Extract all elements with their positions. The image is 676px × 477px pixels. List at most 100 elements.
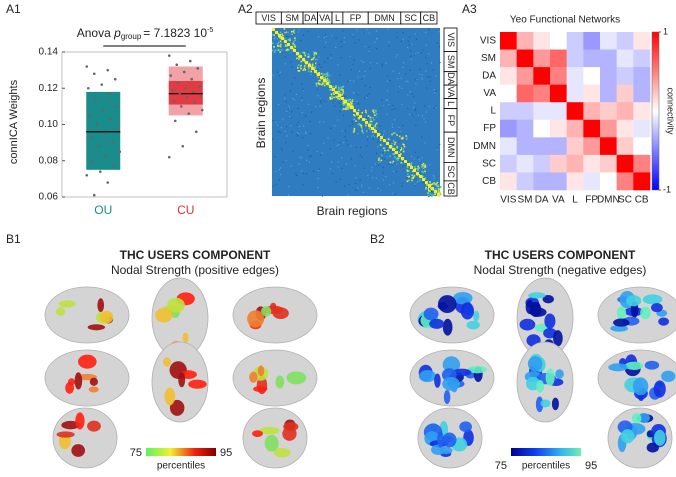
matrix-diagonal bbox=[407, 163, 410, 166]
matrix-speck bbox=[286, 35, 288, 37]
matrix-speck bbox=[307, 145, 309, 147]
heatmap-cell bbox=[616, 172, 634, 191]
matrix-diagonal bbox=[413, 169, 416, 172]
activation-blob bbox=[553, 330, 563, 347]
matrix-speck bbox=[279, 37, 282, 39]
matrix-speck bbox=[387, 28, 389, 30]
network-label: FP bbox=[446, 115, 456, 127]
matrix-diagonal bbox=[293, 49, 296, 52]
matrix-speck bbox=[369, 122, 371, 125]
matrix-speck bbox=[435, 185, 438, 187]
matrix-speck bbox=[429, 182, 431, 184]
heatmap-cell bbox=[550, 49, 567, 68]
matrix-speck bbox=[336, 98, 339, 100]
matrix-speck bbox=[423, 118, 425, 120]
matrix-speck bbox=[312, 58, 314, 60]
matrix-speck bbox=[315, 82, 318, 85]
matrix-speck bbox=[422, 182, 424, 184]
matrix-speck bbox=[310, 73, 312, 76]
matrix-speck bbox=[383, 158, 385, 160]
matrix-speck bbox=[312, 51, 314, 53]
matrix-speck bbox=[302, 69, 305, 71]
matrix-speck bbox=[306, 159, 308, 161]
y-axis-label: Brain regions bbox=[254, 78, 268, 149]
matrix-speck bbox=[401, 137, 404, 140]
matrix-speck bbox=[436, 147, 438, 149]
matrix-speck bbox=[390, 141, 392, 144]
matrix-speck bbox=[419, 179, 421, 182]
matrix-speck bbox=[342, 91, 344, 93]
matrix-speck bbox=[352, 131, 355, 133]
colorbar-tick-label: -1 bbox=[663, 184, 671, 194]
heatmap-cell bbox=[600, 137, 617, 156]
matrix-speck bbox=[433, 183, 436, 186]
activation-blob bbox=[97, 298, 105, 313]
matrix-speck bbox=[349, 55, 351, 57]
data-point bbox=[109, 117, 113, 121]
matrix-diagonal bbox=[365, 121, 368, 124]
matrix-speck bbox=[296, 124, 298, 126]
matrix-speck bbox=[432, 174, 435, 177]
matrix-speck bbox=[401, 182, 403, 184]
matrix-speck bbox=[414, 178, 416, 180]
activation-blob bbox=[257, 365, 265, 377]
matrix-speck bbox=[308, 67, 310, 70]
matrix-speck bbox=[294, 39, 296, 41]
matrix-speck bbox=[391, 133, 393, 136]
matrix-speck bbox=[367, 174, 369, 177]
panel-subtitle: Nodal Strength (negative edges) bbox=[474, 263, 647, 277]
matrix-speck bbox=[337, 64, 339, 66]
matrix-speck bbox=[421, 74, 423, 76]
data-point bbox=[94, 99, 98, 103]
matrix-speck bbox=[364, 70, 366, 73]
matrix-speck bbox=[385, 99, 388, 102]
matrix-speck bbox=[407, 179, 409, 181]
matrix-speck bbox=[424, 164, 427, 167]
matrix-speck bbox=[402, 136, 404, 139]
matrix-speck bbox=[315, 53, 318, 55]
matrix-speck bbox=[407, 80, 409, 82]
data-point bbox=[115, 105, 119, 108]
matrix-speck bbox=[349, 125, 351, 127]
matrix-speck bbox=[303, 67, 306, 70]
data-point bbox=[200, 108, 204, 112]
matrix-speck bbox=[360, 60, 363, 62]
matrix-speck bbox=[290, 61, 292, 63]
data-point bbox=[98, 170, 102, 173]
matrix-speck bbox=[439, 143, 441, 145]
matrix-speck bbox=[424, 142, 426, 144]
connectivity-matrix-image bbox=[272, 28, 442, 198]
matrix-diagonal bbox=[290, 46, 293, 49]
matrix-speck bbox=[400, 148, 402, 151]
matrix-speck bbox=[331, 35, 333, 37]
matrix-speck bbox=[428, 53, 430, 55]
matrix-speck bbox=[369, 120, 372, 123]
activation-blob bbox=[252, 430, 263, 438]
matrix-speck bbox=[342, 141, 345, 144]
matrix-speck bbox=[361, 156, 363, 158]
heatmap-cell bbox=[616, 49, 634, 68]
matrix-speck bbox=[377, 187, 379, 189]
matrix-diagonal bbox=[422, 178, 425, 181]
matrix-diagonal bbox=[410, 166, 413, 169]
matrix-diagonal bbox=[380, 136, 383, 139]
matrix-speck bbox=[391, 162, 394, 164]
matrix-speck bbox=[361, 129, 363, 131]
activation-blob bbox=[283, 422, 299, 432]
network-label: SM bbox=[285, 13, 299, 23]
matrix-speck bbox=[374, 124, 377, 126]
activation-blob bbox=[164, 387, 176, 406]
matrix-speck bbox=[398, 141, 400, 143]
matrix-speck bbox=[382, 133, 384, 136]
matrix-speck bbox=[349, 80, 352, 82]
matrix-speck bbox=[291, 111, 293, 113]
panel-title: THC USERS COMPONENT bbox=[120, 248, 271, 262]
matrix-speck bbox=[340, 40, 343, 43]
heatmap-cell bbox=[500, 102, 517, 121]
matrix-speck bbox=[375, 122, 378, 125]
matrix-speck bbox=[380, 154, 383, 157]
matrix-speck bbox=[351, 103, 353, 106]
matrix-speck bbox=[353, 113, 355, 116]
heatmap-cell bbox=[533, 32, 551, 50]
matrix-speck bbox=[395, 170, 398, 173]
